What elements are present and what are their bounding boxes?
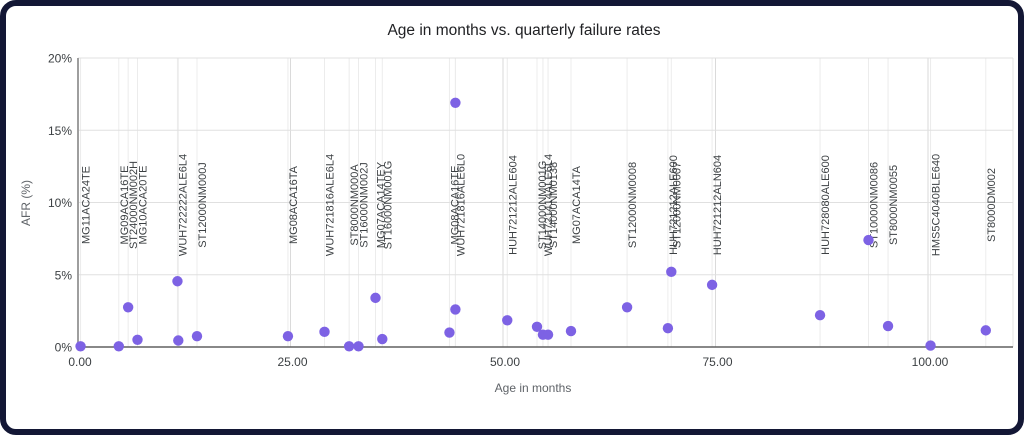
data-point[interactable] [621, 302, 633, 313]
x-tick-label: 75.00 [702, 355, 732, 369]
point-label: ST12000NM0007 [671, 162, 683, 248]
point-label: WUH722222ALE6L4 [177, 154, 189, 256]
point-label: MG10ACA20TE [138, 166, 150, 245]
point-label: ST10000NM0086 [869, 162, 881, 248]
point-label: HMS5C4040BLE640 [931, 154, 943, 256]
point-label: HUH728080ALE600 [820, 155, 832, 255]
point-label: HUH721212ALE604 [507, 155, 519, 255]
point-label: MG08ACA16TA [288, 165, 300, 244]
point-label: MG07ACA14TEY [376, 161, 388, 248]
data-point[interactable] [172, 276, 183, 287]
point-label: ST14000NM0138 [548, 162, 560, 248]
axis-tick-labels: 0% 5% 10% 15% 20% 0.00 25.00 50.00 75.00 100.00 [48, 52, 949, 370]
point-label: ST16000NM002J [359, 162, 371, 248]
point-label: WUH721816ALE6L4 [325, 154, 337, 256]
point-label: MG11ACA24TE [81, 166, 93, 244]
data-point[interactable] [666, 266, 677, 278]
data-points [75, 97, 991, 352]
data-point[interactable] [122, 302, 134, 313]
y-axis-title: AFR (%) [19, 180, 33, 226]
point-label: HUH721212ALE600 [668, 155, 680, 255]
data-point[interactable] [863, 234, 874, 246]
data-point[interactable] [343, 341, 355, 352]
data-point[interactable] [444, 327, 455, 338]
data-point[interactable] [191, 330, 203, 342]
y-tick-label: 15% [48, 124, 72, 138]
point-label: ST16000NM001G [382, 161, 394, 250]
x-tick-label: 25.00 [277, 355, 307, 369]
data-point[interactable] [450, 97, 461, 108]
point-label: ST8000NM0055 [888, 165, 900, 245]
x-axis-title: Age in months [495, 381, 572, 395]
point-label: MG07ACA14TA [571, 165, 583, 244]
data-point[interactable] [814, 310, 826, 321]
data-point[interactable] [662, 323, 674, 334]
data-point[interactable] [319, 326, 330, 338]
data-point[interactable] [502, 315, 513, 326]
point-labels: MG11ACA24TE MG09ACA16TEST24000NM002HMG10A… [81, 154, 998, 256]
data-point[interactable] [542, 329, 554, 340]
data-point[interactable] [531, 321, 543, 332]
data-point[interactable] [113, 341, 125, 352]
data-point[interactable] [882, 320, 894, 332]
data-point[interactable] [706, 279, 718, 291]
point-label: ST24000NM002H [128, 161, 140, 249]
point-label: ST12000NM000J [197, 162, 209, 248]
point-label: MG08ACA16TE [449, 166, 461, 245]
data-point[interactable] [565, 325, 577, 337]
point-label: WUH721816ALE6L0 [455, 154, 467, 256]
point-label: ST14000NM001G [537, 161, 549, 250]
data-point[interactable] [353, 341, 364, 352]
chart-title: Age in months vs. quarterly failure rate… [387, 22, 660, 39]
data-point[interactable] [450, 304, 461, 315]
y-tick-label: 20% [48, 52, 72, 66]
data-point[interactable] [377, 333, 388, 345]
data-point[interactable] [925, 340, 936, 351]
point-label: ST8000NM000A [349, 164, 361, 246]
data-point[interactable] [370, 292, 381, 304]
x-tick-label: 0.00 [68, 355, 92, 369]
gridlines [78, 57, 1014, 347]
axes [77, 58, 1013, 348]
y-tick-label: 5% [55, 268, 73, 282]
data-point[interactable] [282, 330, 294, 342]
x-tick-label: 50.00 [490, 355, 520, 369]
x-tick-label: 100.00 [912, 355, 949, 369]
data-point[interactable] [75, 341, 86, 352]
data-point[interactable] [132, 334, 143, 345]
y-tick-label: 0% [55, 341, 73, 355]
point-label: WUH721414ALE6L4 [543, 154, 555, 256]
data-point[interactable] [173, 335, 184, 346]
point-label: MG09ACA16TE [119, 166, 131, 245]
point-label: ST8000DM002 [986, 168, 998, 242]
point-label: ST12000NM0008 [627, 162, 639, 248]
point-label: HUH721212ALN604 [712, 155, 724, 255]
data-point[interactable] [980, 325, 991, 336]
y-tick-label: 10% [48, 196, 72, 210]
